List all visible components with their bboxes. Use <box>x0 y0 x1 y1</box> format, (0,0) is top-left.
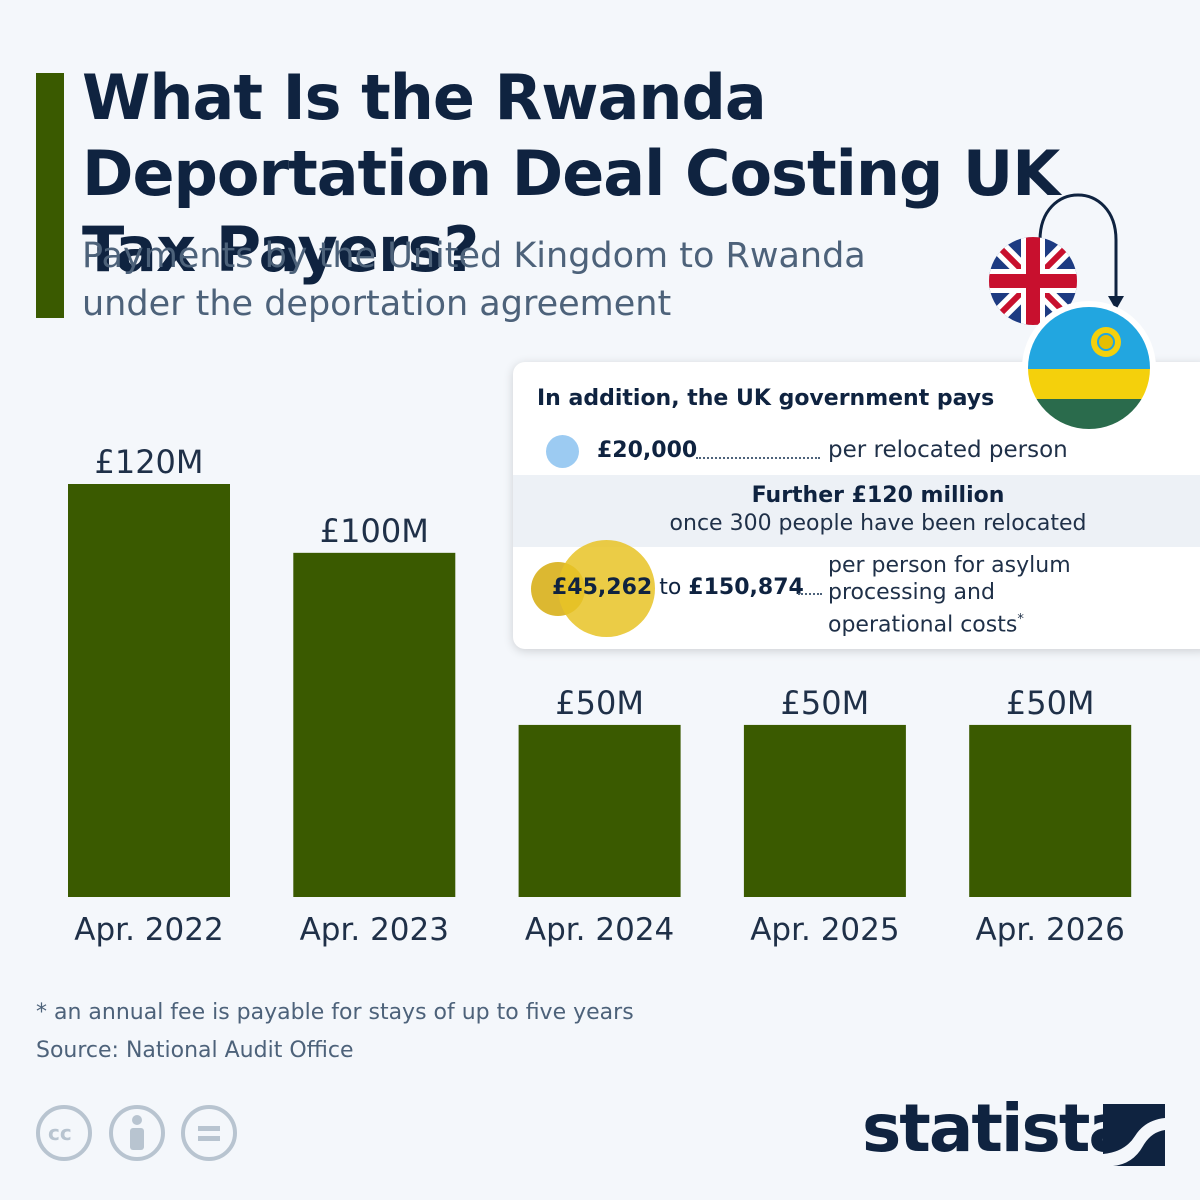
bar-value-label: £50M <box>1006 684 1095 722</box>
per-person-description: per relocated person <box>828 437 1068 463</box>
processing-cost-range: £45,262 to £150,874 <box>552 575 804 600</box>
page-title: What Is the Rwanda Deportation Deal Cost… <box>82 61 1060 286</box>
per-person-amount: £20,000 <box>597 438 698 463</box>
cc-icon[interactable]: cc <box>36 1105 92 1161</box>
processing-cost-text: per person for asylum processing and ope… <box>828 553 1071 638</box>
further-payment-subtitle: once 300 people have been relocated <box>669 511 1087 536</box>
further-payment-title: Further £120 million <box>751 483 1005 508</box>
title-accent-bar <box>36 73 64 318</box>
bar-value-label: £100M <box>320 512 429 550</box>
large-yellow-circle-icon <box>558 540 655 637</box>
x-tick-label: Apr. 2026 <box>976 912 1125 948</box>
x-tick-label: Apr. 2022 <box>74 912 223 948</box>
blue-circle-icon <box>546 435 579 468</box>
processing-cost-row: £45,262 to £150,874 per person for asylu… <box>513 538 1200 648</box>
nd-icon[interactable] <box>181 1105 237 1161</box>
per-person-row: £20,000 per relocated person <box>513 432 1200 472</box>
statista-logo-icon[interactable] <box>1103 1104 1165 1166</box>
bar-apr-2026 <box>969 724 1132 897</box>
bar-apr-2023 <box>293 552 456 897</box>
bar-value-label: £50M <box>555 684 644 722</box>
x-tick-label: Apr. 2025 <box>750 912 899 948</box>
footnote: * an annual fee is payable for stays of … <box>36 1000 634 1025</box>
footnote-marker: * <box>1017 612 1024 627</box>
bar-apr-2022 <box>68 484 230 897</box>
additional-costs-card: In addition, the UK government pays £20,… <box>513 362 1200 649</box>
range-connector: to <box>659 575 682 600</box>
bar-apr-2024 <box>518 724 681 897</box>
processing-cost-min: £45,262 <box>552 575 653 600</box>
processing-cost-max: £150,874 <box>688 575 804 600</box>
processing-cost-description: per person for asylum processing and ope… <box>828 552 1118 638</box>
bar-value-label: £120M <box>94 443 203 481</box>
card-heading: In addition, the UK government pays <box>537 386 995 411</box>
dotted-leader <box>798 593 822 595</box>
statista-wordmark[interactable]: statista <box>862 1090 1133 1167</box>
further-payment-band: Further £120 million once 300 people hav… <box>513 475 1200 547</box>
bar-value-label: £50M <box>781 684 870 722</box>
x-tick-label: Apr. 2023 <box>300 912 449 948</box>
by-icon[interactable] <box>109 1105 165 1161</box>
source-note: Source: National Audit Office <box>36 1038 354 1063</box>
bar-apr-2025 <box>743 724 906 897</box>
dotted-leader <box>696 457 820 459</box>
x-tick-label: Apr. 2024 <box>525 912 674 948</box>
page-subtitle: Payments by the United Kingdom to Rwanda… <box>82 236 866 324</box>
